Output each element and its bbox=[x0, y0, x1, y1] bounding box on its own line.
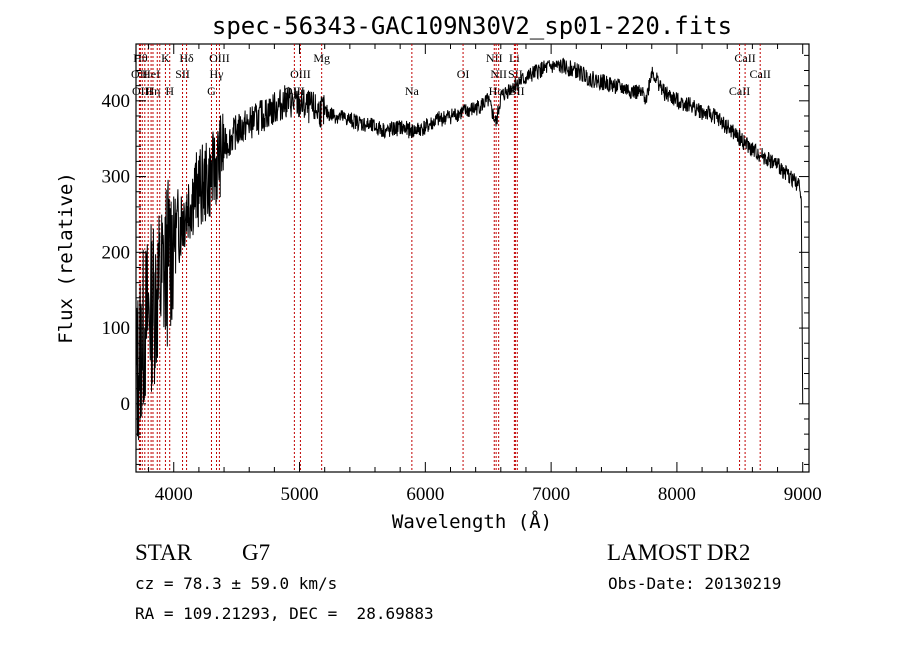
line-marker-label: CaII bbox=[729, 84, 750, 98]
line-marker-label: OIII bbox=[132, 84, 153, 98]
line-marker-label: G bbox=[207, 84, 216, 98]
y-axis-ticks: 0 100 200 300 400 bbox=[102, 54, 809, 465]
plot-frame bbox=[135, 43, 810, 473]
x-axis-ticks: 4000 5000 6000 7000 8000 9000 bbox=[148, 44, 822, 505]
line-marker-label: Hγ bbox=[210, 67, 225, 81]
observation-date: Obs-Date: 20130219 bbox=[608, 574, 782, 593]
object-subclass: G7 bbox=[242, 540, 271, 565]
y-tick-label: 400 bbox=[102, 91, 131, 112]
spectrum-series bbox=[135, 57, 804, 441]
line-marker-label: K bbox=[161, 51, 170, 65]
line-marker-label: Hη bbox=[146, 84, 161, 98]
spectrum-line bbox=[135, 57, 804, 441]
y-tick-label: 0 bbox=[121, 394, 131, 415]
x-tick-label: 6000 bbox=[406, 484, 444, 505]
line-marker-label: Hδ bbox=[179, 51, 194, 65]
line-marker-label: OIII bbox=[290, 67, 311, 81]
x-tick-label: 8000 bbox=[658, 484, 696, 505]
line-marker-label: OI bbox=[457, 67, 470, 81]
y-tick-label: 200 bbox=[102, 242, 131, 263]
line-marker-group: HθOIIOIIIHeIHηKHSIIHδGHγOIIIOIIIOIIIMgNa… bbox=[131, 44, 771, 472]
line-marker-label: NII bbox=[486, 51, 503, 65]
x-tick-label: 7000 bbox=[532, 484, 570, 505]
line-marker-label: SII bbox=[175, 67, 190, 81]
line-marker-label: OII bbox=[131, 67, 148, 81]
line-marker-label: OIII bbox=[209, 51, 230, 65]
y-axis-label: Flux (relative) bbox=[55, 172, 77, 344]
y-tick-label: 100 bbox=[102, 318, 131, 339]
coordinates: RA = 109.21293, DEC = 28.69883 bbox=[135, 604, 434, 623]
y-tick-label: 300 bbox=[102, 167, 131, 188]
line-marker-label: Hθ bbox=[133, 51, 148, 65]
line-marker-label: Li bbox=[509, 51, 520, 65]
x-tick-label: 5000 bbox=[281, 484, 319, 505]
line-marker-label: HeI bbox=[142, 67, 160, 81]
line-marker-label: Mg bbox=[313, 51, 330, 65]
line-marker-label: CaII bbox=[734, 51, 755, 65]
chart-title: spec-56343-GAC109N30V2_sp01-220.fits bbox=[212, 12, 732, 40]
line-marker-label: H bbox=[165, 84, 174, 98]
x-axis-label: Wavelength (Å) bbox=[392, 510, 552, 533]
redshift-velocity: cz = 78.3 ± 59.0 km/s bbox=[135, 574, 338, 593]
line-marker-label: CaII bbox=[750, 67, 771, 81]
data-release: LAMOST DR2 bbox=[607, 540, 751, 565]
line-marker-label: Na bbox=[405, 84, 420, 98]
x-tick-label: 4000 bbox=[155, 484, 193, 505]
line-marker-label: NII bbox=[490, 67, 507, 81]
x-tick-label: 9000 bbox=[784, 484, 822, 505]
object-class: STAR bbox=[135, 540, 192, 565]
